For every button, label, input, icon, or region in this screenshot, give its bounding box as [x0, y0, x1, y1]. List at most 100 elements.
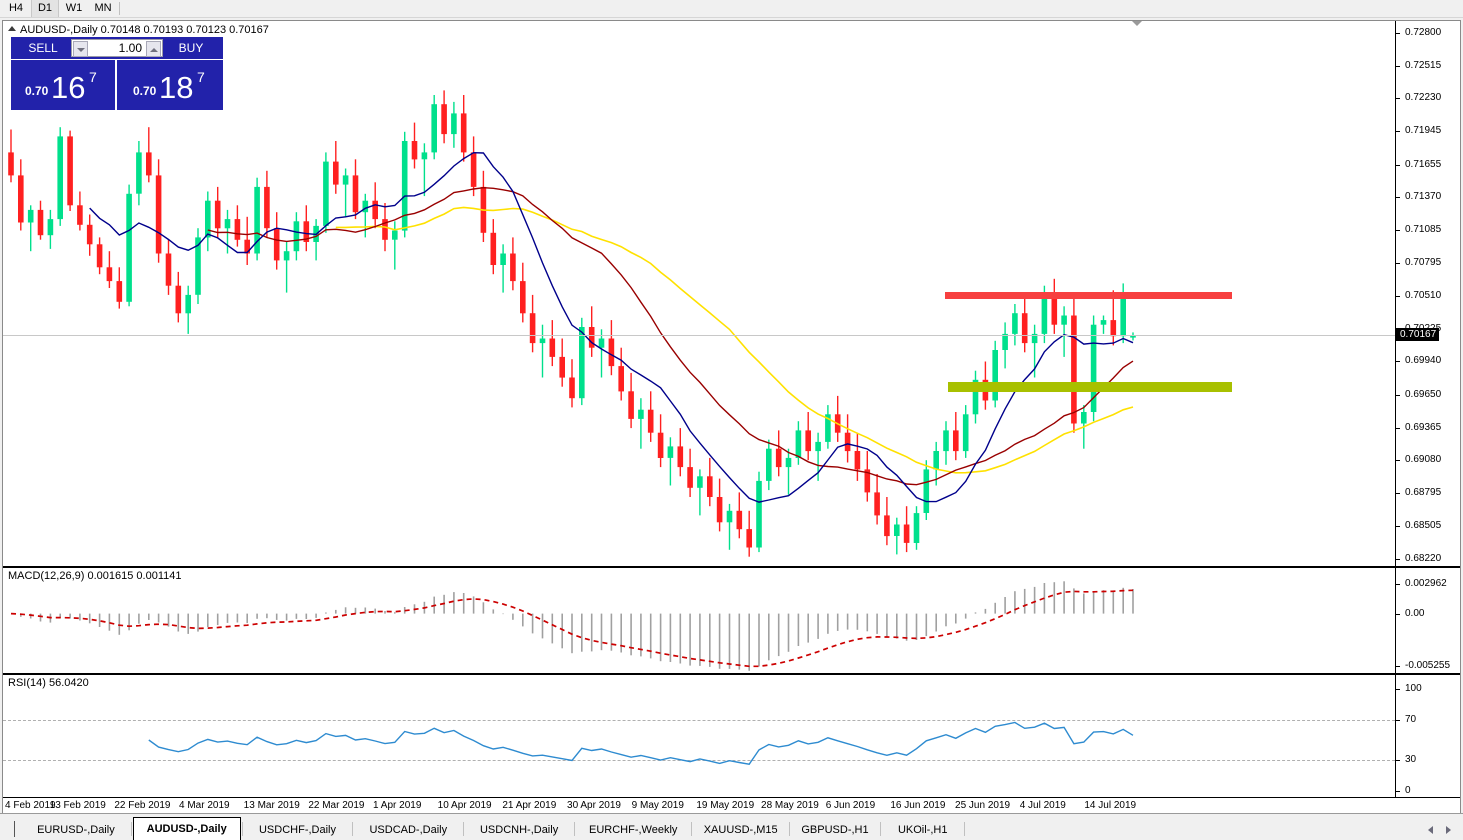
price-axis-label: 0.72800: [1405, 27, 1442, 38]
chart-symbol-header: AUDUSD-,Daily 0.70148 0.70193 0.70123 0.…: [8, 24, 269, 36]
date-axis-label: 19 May 2019: [696, 800, 755, 811]
rsi-pane[interactable]: RSI(14) 56.0420 100 70 30 0: [3, 675, 1460, 797]
price-axis-label: 0.72515: [1405, 59, 1442, 71]
price-axis-label: 0.71085: [1405, 223, 1442, 235]
current-price-gridline: [3, 335, 1395, 337]
rsi-level-70-line: [3, 719, 1395, 721]
chevron-down-icon: [77, 48, 85, 52]
chart-tab-usdchf-daily[interactable]: USDCHF-,Daily: [258, 824, 336, 836]
price-axis-label: 0.71655: [1405, 158, 1442, 170]
timeframe-button-d1[interactable]: D1: [31, 0, 59, 17]
tab-separator: [691, 822, 693, 836]
rsi-axis-label: 30: [1405, 754, 1417, 766]
rsi-axis-tick: [1396, 791, 1400, 792]
price-axis-label: 0.69940: [1405, 355, 1442, 367]
price-plot-area: [8, 90, 1136, 557]
chart-tab-audusd-daily[interactable]: AUDUSD-,Daily: [132, 817, 241, 840]
sell-price-sup: 7: [89, 69, 97, 85]
sell-price-prefix: 0.70: [25, 84, 49, 98]
timeframe-button-w1[interactable]: W1: [65, 2, 83, 14]
date-axis-label: 22 Mar 2019: [308, 800, 365, 811]
price-axis-tick: [1396, 296, 1400, 297]
sell-label[interactable]: SELL: [28, 41, 58, 55]
date-axis-label: 25 Jun 2019: [955, 800, 1011, 811]
support-trendline[interactable]: [948, 381, 1232, 392]
buy-label[interactable]: BUY: [178, 41, 204, 55]
buy-price-sup: 7: [197, 69, 205, 85]
date-axis-label: 14 Jul 2019: [1084, 800, 1137, 811]
date-axis-label: 30 Apr 2019: [567, 800, 621, 811]
price-axis-label: 0.70795: [1405, 257, 1442, 269]
price-axis-label: 0.69650: [1405, 388, 1442, 400]
chart-tab-gbpusd-h1[interactable]: GBPUSD-,H1: [801, 824, 869, 836]
volume-increment-button[interactable]: [146, 41, 161, 57]
price-axis-tick: [1396, 98, 1400, 100]
macd-axis-label: -0.005255: [1405, 660, 1451, 671]
chevron-up-icon: [150, 48, 158, 52]
tabbar-scroll-right-icon[interactable]: [1446, 826, 1451, 834]
volume-input[interactable]: 1.00: [71, 39, 163, 57]
chart-tab-eurchf-weekly[interactable]: EURCHF-,Weekly: [588, 824, 678, 836]
rsi-plot-area: [148, 721, 1134, 765]
price-pane[interactable]: AUDUSD-,Daily 0.70148 0.70193 0.70123 0.…: [3, 21, 1460, 566]
price-axis-label: 0.68220: [1405, 553, 1442, 564]
chart-canvas-window[interactable]: AUDUSD-,Daily 0.70148 0.70193 0.70123 0.…: [2, 20, 1461, 814]
tab-separator: [574, 822, 575, 836]
date-axis-label: 13 Feb 2019: [49, 800, 106, 811]
chart-tab-xauusd-m15[interactable]: XAUUSD-,M15: [703, 824, 778, 836]
macd-pane[interactable]: MACD(12,26,9) 0.001615 0.001141 0.002962…: [3, 568, 1460, 673]
tab-separator: [880, 822, 881, 836]
buy-price-prefix: 0.70: [133, 84, 157, 98]
macd-axis-label: 0.002962: [1405, 578, 1447, 589]
one-click-trading-panel[interactable]: SELL 1.00 BUY 0.70 16 7 0.70 18 7: [11, 37, 223, 110]
chart-tab-usdcad-daily[interactable]: USDCAD-,Daily: [369, 824, 448, 836]
pane-divider-rsi[interactable]: [3, 673, 1460, 675]
resistance-trendline[interactable]: [945, 291, 1232, 299]
tabbar-scroll-left-icon[interactable]: [1428, 826, 1433, 834]
price-axis[interactable]: 0.72800 0.72515 0.72230 0.71945 0.71655 0.713…: [1395, 21, 1460, 566]
macd-plot-area: [10, 581, 1134, 671]
tab-separator: [241, 822, 243, 836]
rsi-axis-label: 70: [1405, 713, 1417, 725]
price-axis-tick: [1396, 526, 1400, 528]
volume-decrement-button[interactable]: [73, 41, 88, 57]
price-axis-tick: [1396, 427, 1400, 429]
chart-tab-bar[interactable]: EURUSD-,Daily AUDUSD-,Daily USDCHF-,Daily U…: [0, 813, 1463, 840]
date-axis-label: 6 Jun 2019: [825, 800, 876, 811]
date-axis-label: 4 Mar 2019: [179, 800, 230, 811]
macd-axis-tick: [1396, 666, 1400, 667]
pane-divider-macd[interactable]: [3, 566, 1460, 568]
chart-tab-usdcnh-daily[interactable]: USDCNH-,Daily: [479, 824, 559, 836]
date-axis-label: 4 Jul 2019: [1019, 800, 1066, 811]
timeframe-button-mn[interactable]: MN: [94, 2, 112, 14]
price-axis-label: 0.70225: [1405, 323, 1441, 334]
macd-axis: 0.002962 0.00 -0.005255: [1395, 568, 1460, 673]
price-axis-tick: [1396, 33, 1400, 34]
buy-price-button[interactable]: 0.70 18 7: [117, 60, 223, 110]
tab-separator: [130, 822, 132, 836]
price-axis-tick: [1396, 361, 1400, 363]
date-axis-label: 22 Feb 2019: [114, 800, 171, 811]
sell-price-big: 16: [51, 70, 86, 105]
price-axis-label: 0.69365: [1405, 421, 1442, 433]
scroll-position-marker-icon[interactable]: [1131, 21, 1143, 26]
rsi-title: RSI(14) 56.0420: [8, 677, 89, 689]
current-price-label: 0.70167: [1396, 328, 1440, 342]
price-axis-tick: [1396, 65, 1400, 67]
sell-price-button[interactable]: 0.70 16 7: [11, 60, 115, 110]
date-axis-label: 1 Apr 2019: [373, 800, 422, 811]
price-axis-tick: [1396, 492, 1400, 494]
price-axis-tick: [1396, 164, 1400, 166]
price-axis-tick: [1396, 559, 1400, 560]
price-axis-label: 0.68795: [1405, 486, 1442, 498]
rsi-level-30-line: [3, 760, 1395, 762]
price-axis-tick: [1396, 131, 1400, 133]
date-axis[interactable]: 4 Feb 2019 13 Feb 2019 22 Feb 2019 4 Mar 20…: [3, 797, 1460, 814]
timeframe-button-h4[interactable]: H4: [8, 2, 24, 14]
chart-tab-eurusd-daily[interactable]: EURUSD-,Daily: [37, 824, 115, 836]
collapse-triangle-icon[interactable]: [8, 26, 16, 31]
date-axis-label: 10 Apr 2019: [437, 800, 492, 811]
price-axis-tick: [1396, 263, 1400, 265]
date-axis-label: 21 Apr 2019: [502, 800, 557, 811]
chart-tab-ukoil-h1[interactable]: UKOil-,H1: [897, 824, 948, 836]
